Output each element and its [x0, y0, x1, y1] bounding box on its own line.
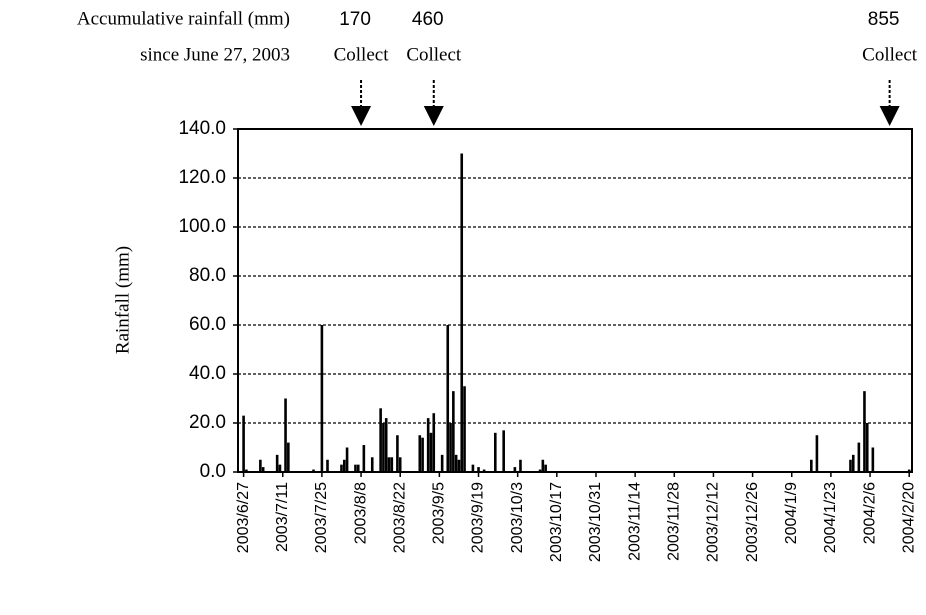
x-tick-label: 2003/11/28	[666, 482, 683, 561]
x-tick-label: 2003/10/17	[548, 482, 565, 562]
bar	[446, 325, 450, 472]
bar	[457, 459, 461, 472]
bar	[312, 469, 315, 472]
bar	[278, 464, 282, 472]
x-tick-label: 2003/8/8	[352, 482, 369, 544]
y-tick-label: 120.0	[178, 167, 226, 188]
y-tick-label: 60.0	[189, 314, 226, 335]
bar	[432, 413, 436, 472]
bar	[477, 467, 480, 472]
annotation-subtitle: since June 27, 2003	[140, 44, 290, 65]
x-tick-label: 2003/8/22	[391, 482, 408, 553]
bar	[418, 435, 422, 472]
bar	[384, 418, 388, 472]
bar	[398, 457, 402, 472]
y-tick-label: 20.0	[189, 412, 226, 433]
bar	[242, 415, 245, 472]
collect-label: Collect	[406, 44, 462, 65]
y-tick-label: 140.0	[178, 118, 226, 139]
bar	[871, 447, 875, 472]
bar	[482, 469, 486, 472]
bar	[396, 435, 399, 472]
y-axis-label: Rainfall (mm)	[112, 246, 133, 354]
bar	[851, 454, 855, 472]
bar	[342, 459, 346, 472]
x-tick-label: 2003/6/27	[235, 482, 252, 553]
arrow-head	[423, 106, 444, 126]
bar	[340, 464, 343, 472]
bar	[440, 454, 444, 472]
bar	[538, 469, 542, 472]
bar	[370, 457, 374, 472]
bar	[382, 423, 385, 472]
bar	[463, 386, 466, 472]
bar	[387, 457, 391, 472]
bar	[454, 454, 458, 472]
x-tick-label: 2003/7/11	[274, 482, 291, 552]
x-tick-label: 2004/2/6	[861, 482, 878, 544]
bar	[261, 467, 265, 472]
x-tick-label: 2003/9/5	[431, 482, 448, 544]
bar	[857, 442, 861, 472]
accumulated-rainfall: 855	[868, 9, 900, 30]
bar	[849, 459, 852, 472]
bar	[354, 464, 357, 472]
plot-frame	[237, 128, 913, 473]
bar	[284, 398, 287, 472]
y-tick-label: 0.0	[200, 461, 226, 482]
bar	[519, 459, 522, 472]
bar	[493, 432, 497, 472]
bar	[429, 432, 433, 472]
collect-label: Collect	[334, 44, 390, 65]
bar	[865, 423, 869, 472]
y-tick-label: 80.0	[189, 265, 226, 286]
bar	[544, 464, 547, 472]
bar	[863, 391, 866, 472]
bar	[815, 435, 819, 472]
arrow-head	[879, 106, 900, 126]
collect-label: Collect	[862, 44, 918, 65]
bar	[449, 423, 452, 472]
x-tick-label: 2003/12/26	[744, 482, 761, 562]
bar	[379, 408, 382, 472]
x-tick-label: 2004/1/9	[783, 482, 800, 544]
x-tick-label: 2003/10/3	[509, 482, 526, 553]
bar	[471, 464, 475, 472]
bar	[245, 469, 248, 472]
arrow-head	[351, 106, 372, 126]
bar	[502, 430, 505, 472]
bar	[426, 418, 430, 472]
y-tick-label: 40.0	[189, 363, 226, 384]
bar	[452, 391, 455, 472]
bar	[259, 459, 262, 472]
bar	[345, 447, 349, 472]
bar	[362, 445, 366, 472]
x-tick-label: 2003/10/31	[587, 482, 604, 562]
bar	[275, 454, 279, 472]
bar	[320, 325, 324, 472]
bar	[541, 459, 545, 472]
bar	[287, 442, 290, 472]
y-tick-label: 100.0	[178, 216, 226, 237]
x-tick-label: 2003/12/12	[705, 482, 722, 562]
accumulated-rainfall: 170	[339, 9, 371, 30]
bar	[460, 153, 464, 472]
bar	[356, 464, 360, 472]
x-tick-label: 2004/2/20	[900, 482, 917, 553]
bar	[390, 457, 394, 472]
x-tick-label: 2003/11/14	[626, 482, 643, 561]
annotation-title: Accumulative rainfall (mm)	[77, 8, 290, 29]
x-tick-label: 2003/7/25	[313, 482, 330, 553]
bar	[326, 459, 329, 472]
accumulated-rainfall: 460	[412, 9, 444, 30]
bar	[513, 467, 517, 472]
bar	[810, 459, 813, 472]
bar	[907, 469, 911, 472]
x-tick-label: 2004/1/23	[822, 482, 839, 553]
x-tick-label: 2003/9/19	[470, 482, 487, 553]
bar	[421, 437, 424, 472]
